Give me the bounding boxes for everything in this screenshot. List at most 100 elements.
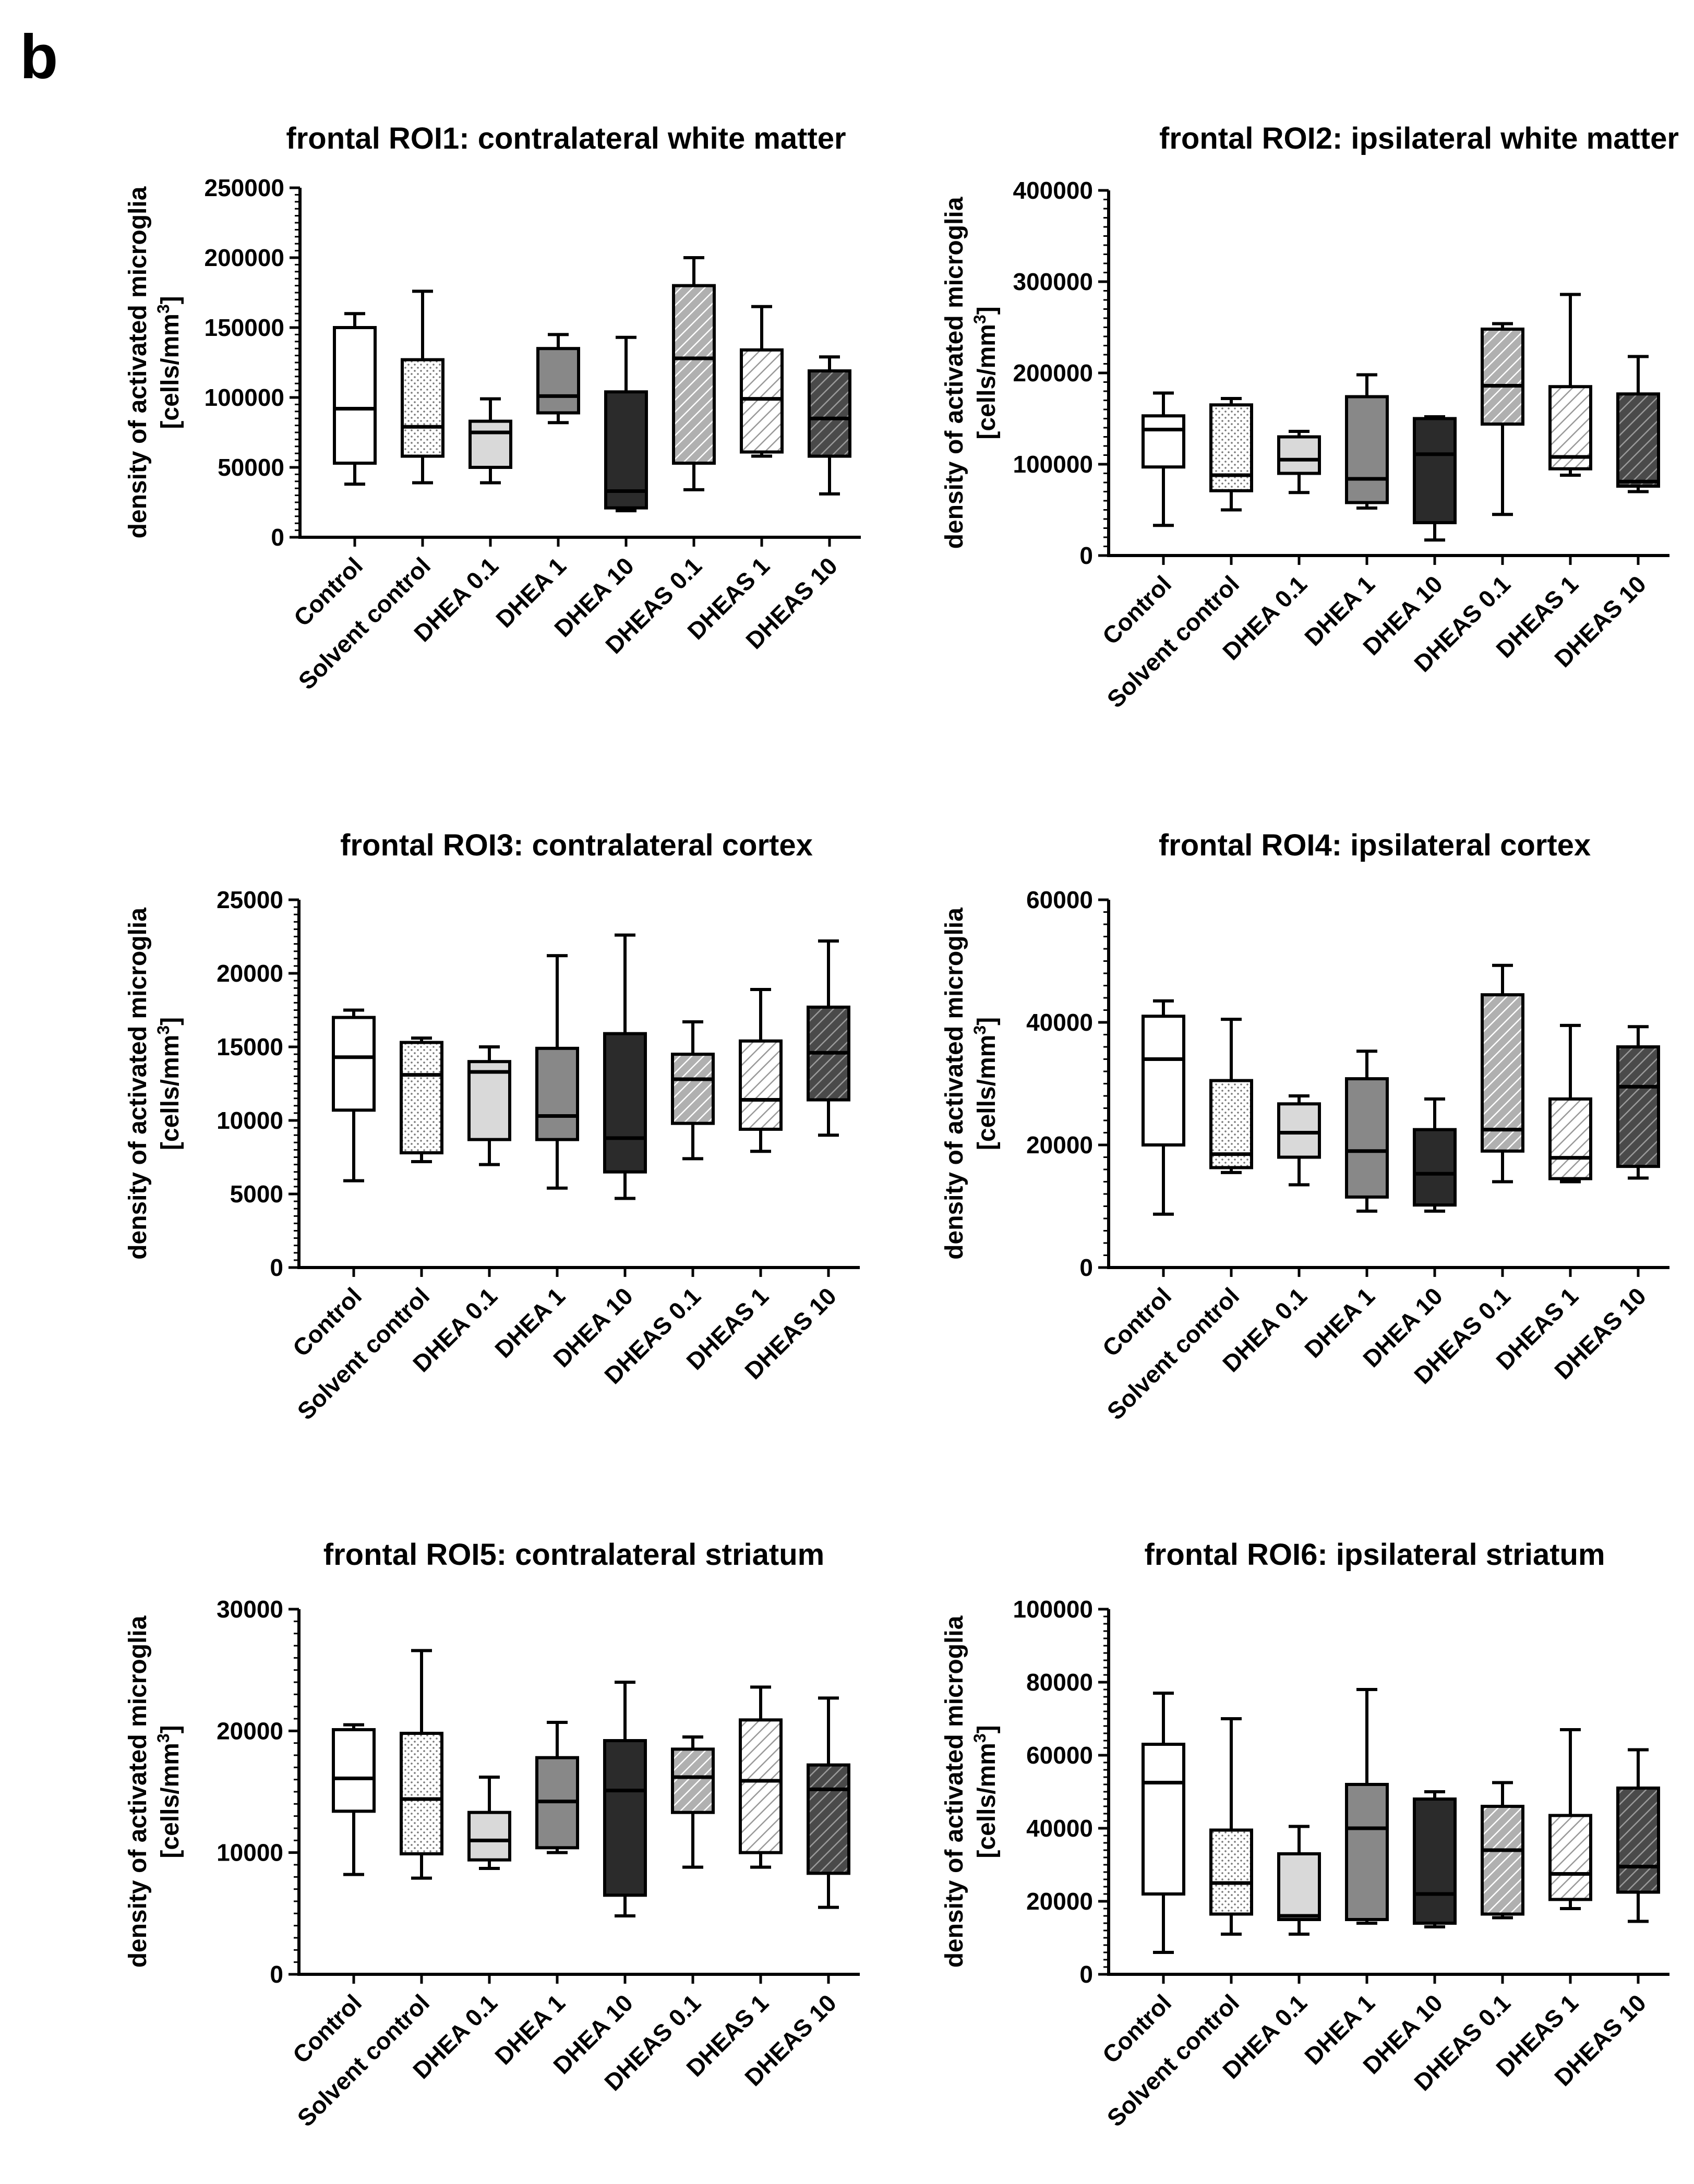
box-dhea-10 (1413, 415, 1457, 542)
box-dhea-0-1 (467, 1045, 511, 1166)
iqr-box (1616, 1045, 1660, 1168)
chart-5: frontal ROI5: contralateral striatum dens… (124, 1538, 860, 2132)
iqr-box (1548, 1814, 1592, 1901)
box-dheas-1 (1548, 1728, 1592, 1910)
y-axis-unit: [cells/mm3] (970, 306, 1001, 439)
box-solvent-control (400, 1649, 443, 1880)
y-tick-label: 100000 (205, 384, 285, 411)
iqr-box (1277, 1102, 1321, 1159)
y-tick-label: 100000 (1013, 451, 1094, 478)
box-dhea-1 (1345, 1049, 1389, 1213)
y-tick-label: 20000 (217, 1717, 283, 1744)
chart-4: frontal ROI4: ipsilateral cortex density … (941, 828, 1669, 1425)
iqr-box (808, 369, 851, 458)
box-dheas-1 (1548, 1023, 1592, 1184)
y-tick-label: 0 (1079, 1961, 1093, 1988)
y-tick-label: 200000 (1013, 359, 1094, 387)
y-tick-label: 15000 (217, 1033, 283, 1060)
box-dhea-10 (1413, 1790, 1457, 1928)
iqr-box (1277, 1852, 1321, 1921)
y-tick-label: 0 (270, 1961, 283, 1988)
box-dheas-10 (1616, 355, 1660, 493)
y-tick-label: 100000 (1013, 1596, 1094, 1623)
iqr-box (1209, 403, 1253, 492)
iqr-box (1413, 1797, 1457, 1925)
iqr-box (332, 1728, 376, 1813)
iqr-box (467, 1811, 511, 1862)
box-dhea-10 (603, 933, 647, 1200)
iqr-box (1548, 1097, 1592, 1180)
box-control (1142, 391, 1185, 527)
iqr-box (1345, 395, 1389, 504)
iqr-box (1345, 1783, 1389, 1921)
iqr-box (1209, 1828, 1253, 1916)
iqr-box (1142, 1743, 1185, 1896)
box-dheas-1 (739, 1685, 783, 1869)
box-dhea-1 (1345, 373, 1389, 510)
y-tick-label: 10000 (217, 1107, 283, 1134)
y-axis-unit: [cells/mm3] (970, 1017, 1001, 1150)
y-axis-unit: [cells/mm3] (154, 1017, 184, 1150)
box-dhea-0-1 (1277, 1825, 1321, 1936)
box-control (1142, 999, 1185, 1216)
chart-1: frontal ROI1: contralateral white matter… (124, 122, 861, 695)
chart-title: frontal ROI1: contralateral white matter (286, 122, 846, 155)
y-axis-label: density of activated microglia (124, 186, 152, 538)
y-tick-label: 0 (270, 1254, 283, 1281)
y-tick-label: 250000 (205, 174, 285, 201)
box-dheas-0-1 (1481, 963, 1524, 1184)
y-tick-label: 10000 (217, 1839, 283, 1866)
box-dhea-1 (536, 333, 580, 425)
box-dheas-0-1 (671, 1020, 715, 1161)
iqr-box (400, 1041, 443, 1155)
y-tick-label: 0 (271, 524, 284, 551)
iqr-box (1413, 417, 1457, 524)
iqr-box (333, 326, 377, 465)
chart-title: frontal ROI5: contralateral striatum (323, 1538, 824, 1572)
iqr-box (671, 1053, 715, 1125)
box-dheas-0-1 (1481, 1781, 1524, 1920)
y-tick-label: 5000 (230, 1180, 283, 1208)
box-dheas-0-1 (672, 256, 716, 491)
y-axis-label: density of activated microglia (941, 908, 968, 1260)
iqr-box (1481, 328, 1524, 426)
box-dheas-0-1 (1481, 322, 1524, 516)
y-tick-label: 0 (1079, 1254, 1093, 1281)
iqr-box (332, 1016, 376, 1112)
iqr-box (807, 1763, 850, 1875)
y-axis-label: density of activated microglia (124, 908, 152, 1260)
y-axis-unit: [cells/mm3] (154, 296, 184, 429)
y-tick-label: 200000 (205, 244, 285, 271)
y-axis-label: density of activated microglia (941, 197, 968, 549)
y-tick-label: 40000 (1026, 1009, 1093, 1036)
y-tick-label: 25000 (217, 886, 283, 913)
box-dhea-0-1 (1277, 430, 1321, 494)
chart-title: frontal ROI4: ipsilateral cortex (1159, 828, 1591, 862)
y-axis-label: density of activated microglia (941, 1615, 968, 1968)
iqr-box (603, 1739, 647, 1897)
box-dhea-10 (604, 335, 648, 513)
y-tick-label: 50000 (218, 454, 284, 481)
box-dheas-10 (807, 1696, 850, 1909)
chart-6: frontal ROI6: ipsilateral striatum densit… (941, 1538, 1669, 2132)
y-axis-unit: [cells/mm3] (154, 1725, 184, 1858)
iqr-box (672, 284, 716, 465)
iqr-box (740, 348, 784, 454)
iqr-box (1142, 414, 1185, 469)
y-tick-label: 20000 (1026, 1888, 1093, 1915)
y-tick-label: 400000 (1013, 177, 1094, 204)
y-tick-label: 20000 (1026, 1131, 1093, 1159)
iqr-box (401, 358, 444, 458)
box-dheas-10 (807, 939, 850, 1137)
iqr-box (739, 1039, 783, 1131)
iqr-box (1616, 1787, 1660, 1894)
box-dheas-10 (1616, 1025, 1660, 1180)
iqr-box (1345, 1077, 1389, 1199)
iqr-box (603, 1032, 647, 1174)
y-tick-label: 80000 (1026, 1669, 1093, 1696)
iqr-box (1616, 392, 1660, 488)
chart-3: frontal ROI3: contralateral cortex densit… (124, 828, 860, 1425)
box-control (332, 1723, 376, 1876)
y-tick-label: 0 (1079, 542, 1093, 569)
